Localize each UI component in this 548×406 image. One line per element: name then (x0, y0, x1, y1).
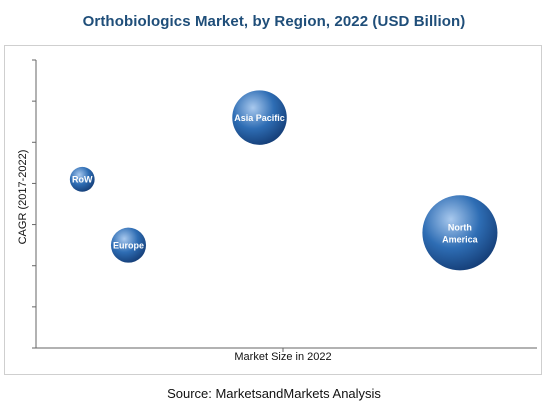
bubble-asia-pacific: Asia Pacific (232, 90, 287, 145)
bubble-europe-mark (110, 227, 147, 263)
bubble-row-label: RoW (72, 174, 93, 184)
chart-frame (4, 45, 542, 375)
x-axis-label: Market Size in 2022 (234, 351, 331, 363)
bubble-row: RoW (69, 166, 95, 192)
axis-ticks (32, 59, 284, 352)
bubble-europe: Europe (110, 227, 147, 263)
bubble-asia-pacific-mark (232, 90, 287, 145)
bubble-north-america-label: North (448, 222, 472, 232)
bubble-north-america-label: America (442, 234, 479, 244)
bubble-row-mark (69, 166, 95, 192)
bubbles-group: North America Asia Pacific Europe RoW (69, 90, 498, 271)
y-axis-label: CAGR (2017-2022) (17, 150, 29, 245)
bubble-north-america: North America (422, 195, 498, 271)
bubble-north-america-mark (422, 195, 498, 271)
bubble-asia-pacific-label: Asia Pacific (234, 113, 285, 123)
bubble-europe-label: Europe (113, 240, 144, 250)
source-note: Source: MarketsandMarkets Analysis (167, 386, 381, 401)
chart-title: Orthobiologics Market, by Region, 2022 (… (82, 13, 466, 30)
